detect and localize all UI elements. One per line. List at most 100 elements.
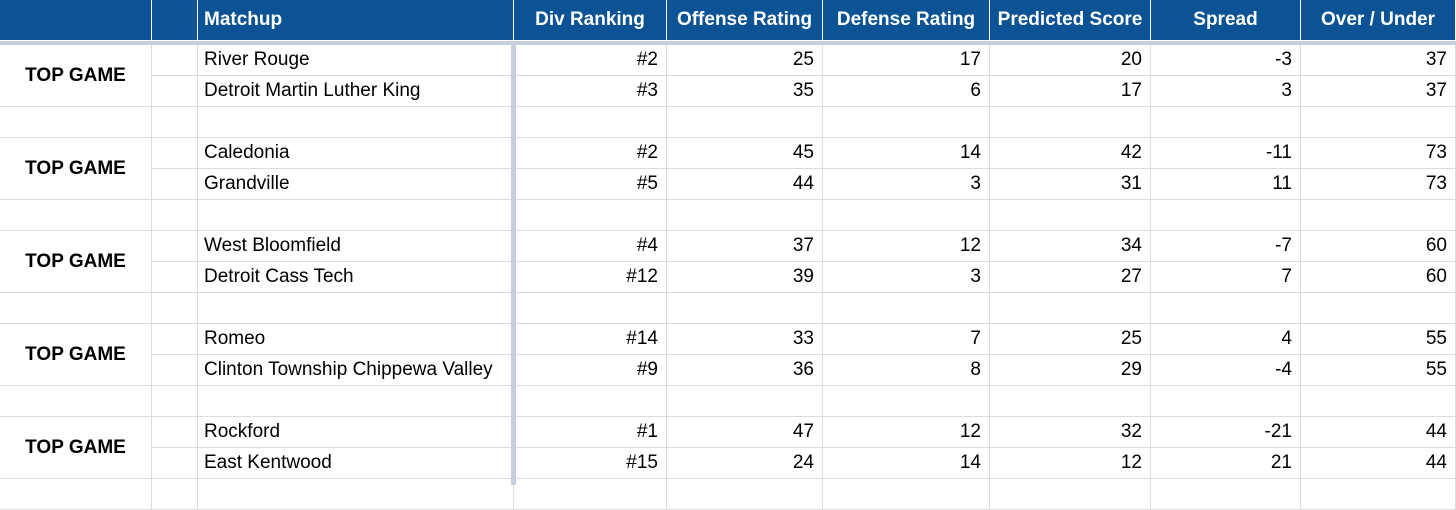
div-ranking-cell[interactable] xyxy=(514,107,667,138)
predicted-score-cell[interactable] xyxy=(990,293,1151,324)
div-ranking-cell[interactable] xyxy=(514,293,667,324)
spread-cell[interactable]: 7 xyxy=(1151,262,1301,293)
predicted-score-cell[interactable]: 29 xyxy=(990,355,1151,386)
div-ranking-cell[interactable]: #12 xyxy=(514,262,667,293)
defense-rating-cell[interactable] xyxy=(823,386,990,417)
offense-rating-cell[interactable]: 39 xyxy=(667,262,823,293)
cell-b[interactable] xyxy=(152,355,198,386)
cell-b[interactable] xyxy=(152,107,198,138)
defense-rating-cell[interactable] xyxy=(823,293,990,324)
predicted-score-cell[interactable]: 31 xyxy=(990,169,1151,200)
over-under-cell[interactable]: 44 xyxy=(1301,417,1456,448)
top-game-label[interactable]: TOP GAME xyxy=(0,138,152,200)
div-ranking-cell[interactable]: #5 xyxy=(514,169,667,200)
cell-a-spacer[interactable] xyxy=(0,293,152,324)
div-ranking-cell[interactable]: #3 xyxy=(514,76,667,107)
over-under-cell[interactable]: 60 xyxy=(1301,262,1456,293)
cell-b[interactable] xyxy=(152,324,198,355)
over-under-cell[interactable] xyxy=(1301,107,1456,138)
cell-a-spacer[interactable] xyxy=(0,107,152,138)
team-name-cell[interactable]: River Rouge xyxy=(198,45,514,76)
spread-cell[interactable] xyxy=(1151,200,1301,231)
predicted-score-cell[interactable] xyxy=(990,200,1151,231)
spread-cell[interactable]: 21 xyxy=(1151,448,1301,479)
cell-b[interactable] xyxy=(152,479,198,510)
team-name-cell[interactable]: Detroit Martin Luther King xyxy=(198,76,514,107)
over-under-cell[interactable]: 55 xyxy=(1301,355,1456,386)
header-offense-rating[interactable]: Offense Rating xyxy=(667,0,823,41)
frozen-column-divider[interactable] xyxy=(511,41,516,485)
team-name-cell[interactable] xyxy=(198,293,514,324)
team-name-cell[interactable] xyxy=(198,107,514,138)
predicted-score-cell[interactable]: 42 xyxy=(990,138,1151,169)
header-spread[interactable]: Spread xyxy=(1151,0,1301,41)
over-under-cell[interactable] xyxy=(1301,386,1456,417)
cell-b[interactable] xyxy=(152,386,198,417)
div-ranking-cell[interactable]: #15 xyxy=(514,448,667,479)
predicted-score-cell[interactable]: 27 xyxy=(990,262,1151,293)
div-ranking-cell[interactable]: #14 xyxy=(514,324,667,355)
cell-b[interactable] xyxy=(152,169,198,200)
defense-rating-cell[interactable] xyxy=(823,200,990,231)
over-under-cell[interactable]: 37 xyxy=(1301,45,1456,76)
team-name-cell[interactable] xyxy=(198,200,514,231)
cell-b[interactable] xyxy=(152,45,198,76)
team-name-cell[interactable] xyxy=(198,386,514,417)
predicted-score-cell[interactable] xyxy=(990,386,1151,417)
top-game-label[interactable]: TOP GAME xyxy=(0,45,152,107)
over-under-cell[interactable]: 37 xyxy=(1301,76,1456,107)
defense-rating-cell[interactable]: 14 xyxy=(823,138,990,169)
offense-rating-cell[interactable]: 33 xyxy=(667,324,823,355)
top-game-label[interactable]: TOP GAME xyxy=(0,231,152,293)
offense-rating-cell[interactable]: 47 xyxy=(667,417,823,448)
offense-rating-cell[interactable] xyxy=(667,293,823,324)
team-name-cell[interactable]: Rockford xyxy=(198,417,514,448)
predicted-score-cell[interactable]: 32 xyxy=(990,417,1151,448)
cell-b[interactable] xyxy=(152,76,198,107)
offense-rating-cell[interactable]: 36 xyxy=(667,355,823,386)
defense-rating-cell[interactable] xyxy=(823,107,990,138)
div-ranking-cell[interactable]: #9 xyxy=(514,355,667,386)
div-ranking-cell[interactable] xyxy=(514,479,667,510)
spread-cell[interactable]: 3 xyxy=(1151,76,1301,107)
predicted-score-cell[interactable]: 20 xyxy=(990,45,1151,76)
team-name-cell[interactable]: Romeo xyxy=(198,324,514,355)
header-defense-rating[interactable]: Defense Rating xyxy=(823,0,990,41)
over-under-cell[interactable]: 44 xyxy=(1301,448,1456,479)
div-ranking-cell[interactable]: #2 xyxy=(514,138,667,169)
header-div-ranking[interactable]: Div Ranking xyxy=(514,0,667,41)
spread-cell[interactable] xyxy=(1151,293,1301,324)
header-predicted-score[interactable]: Predicted Score xyxy=(990,0,1151,41)
div-ranking-cell[interactable] xyxy=(514,386,667,417)
spread-cell[interactable]: -3 xyxy=(1151,45,1301,76)
spread-cell[interactable]: -11 xyxy=(1151,138,1301,169)
offense-rating-cell[interactable]: 45 xyxy=(667,138,823,169)
spread-cell[interactable]: 4 xyxy=(1151,324,1301,355)
frozen-row-divider[interactable] xyxy=(0,41,1456,45)
cell-a-spacer[interactable] xyxy=(0,200,152,231)
header-cell-b[interactable] xyxy=(152,0,198,41)
offense-rating-cell[interactable]: 37 xyxy=(667,231,823,262)
offense-rating-cell[interactable]: 25 xyxy=(667,45,823,76)
over-under-cell[interactable]: 73 xyxy=(1301,169,1456,200)
team-name-cell[interactable] xyxy=(198,479,514,510)
offense-rating-cell[interactable] xyxy=(667,200,823,231)
top-game-label[interactable]: TOP GAME xyxy=(0,417,152,479)
defense-rating-cell[interactable]: 17 xyxy=(823,45,990,76)
cell-b[interactable] xyxy=(152,448,198,479)
spread-cell[interactable] xyxy=(1151,386,1301,417)
defense-rating-cell[interactable]: 14 xyxy=(823,448,990,479)
cell-b[interactable] xyxy=(152,417,198,448)
offense-rating-cell[interactable]: 44 xyxy=(667,169,823,200)
team-name-cell[interactable]: East Kentwood xyxy=(198,448,514,479)
team-name-cell[interactable]: Caledonia xyxy=(198,138,514,169)
over-under-cell[interactable] xyxy=(1301,479,1456,510)
spread-cell[interactable] xyxy=(1151,107,1301,138)
div-ranking-cell[interactable]: #4 xyxy=(514,231,667,262)
predicted-score-cell[interactable]: 25 xyxy=(990,324,1151,355)
team-name-cell[interactable]: Clinton Township Chippewa Valley xyxy=(198,355,514,386)
team-name-cell[interactable]: West Bloomfield xyxy=(198,231,514,262)
spread-cell[interactable]: -21 xyxy=(1151,417,1301,448)
spread-cell[interactable]: 11 xyxy=(1151,169,1301,200)
over-under-cell[interactable]: 55 xyxy=(1301,324,1456,355)
